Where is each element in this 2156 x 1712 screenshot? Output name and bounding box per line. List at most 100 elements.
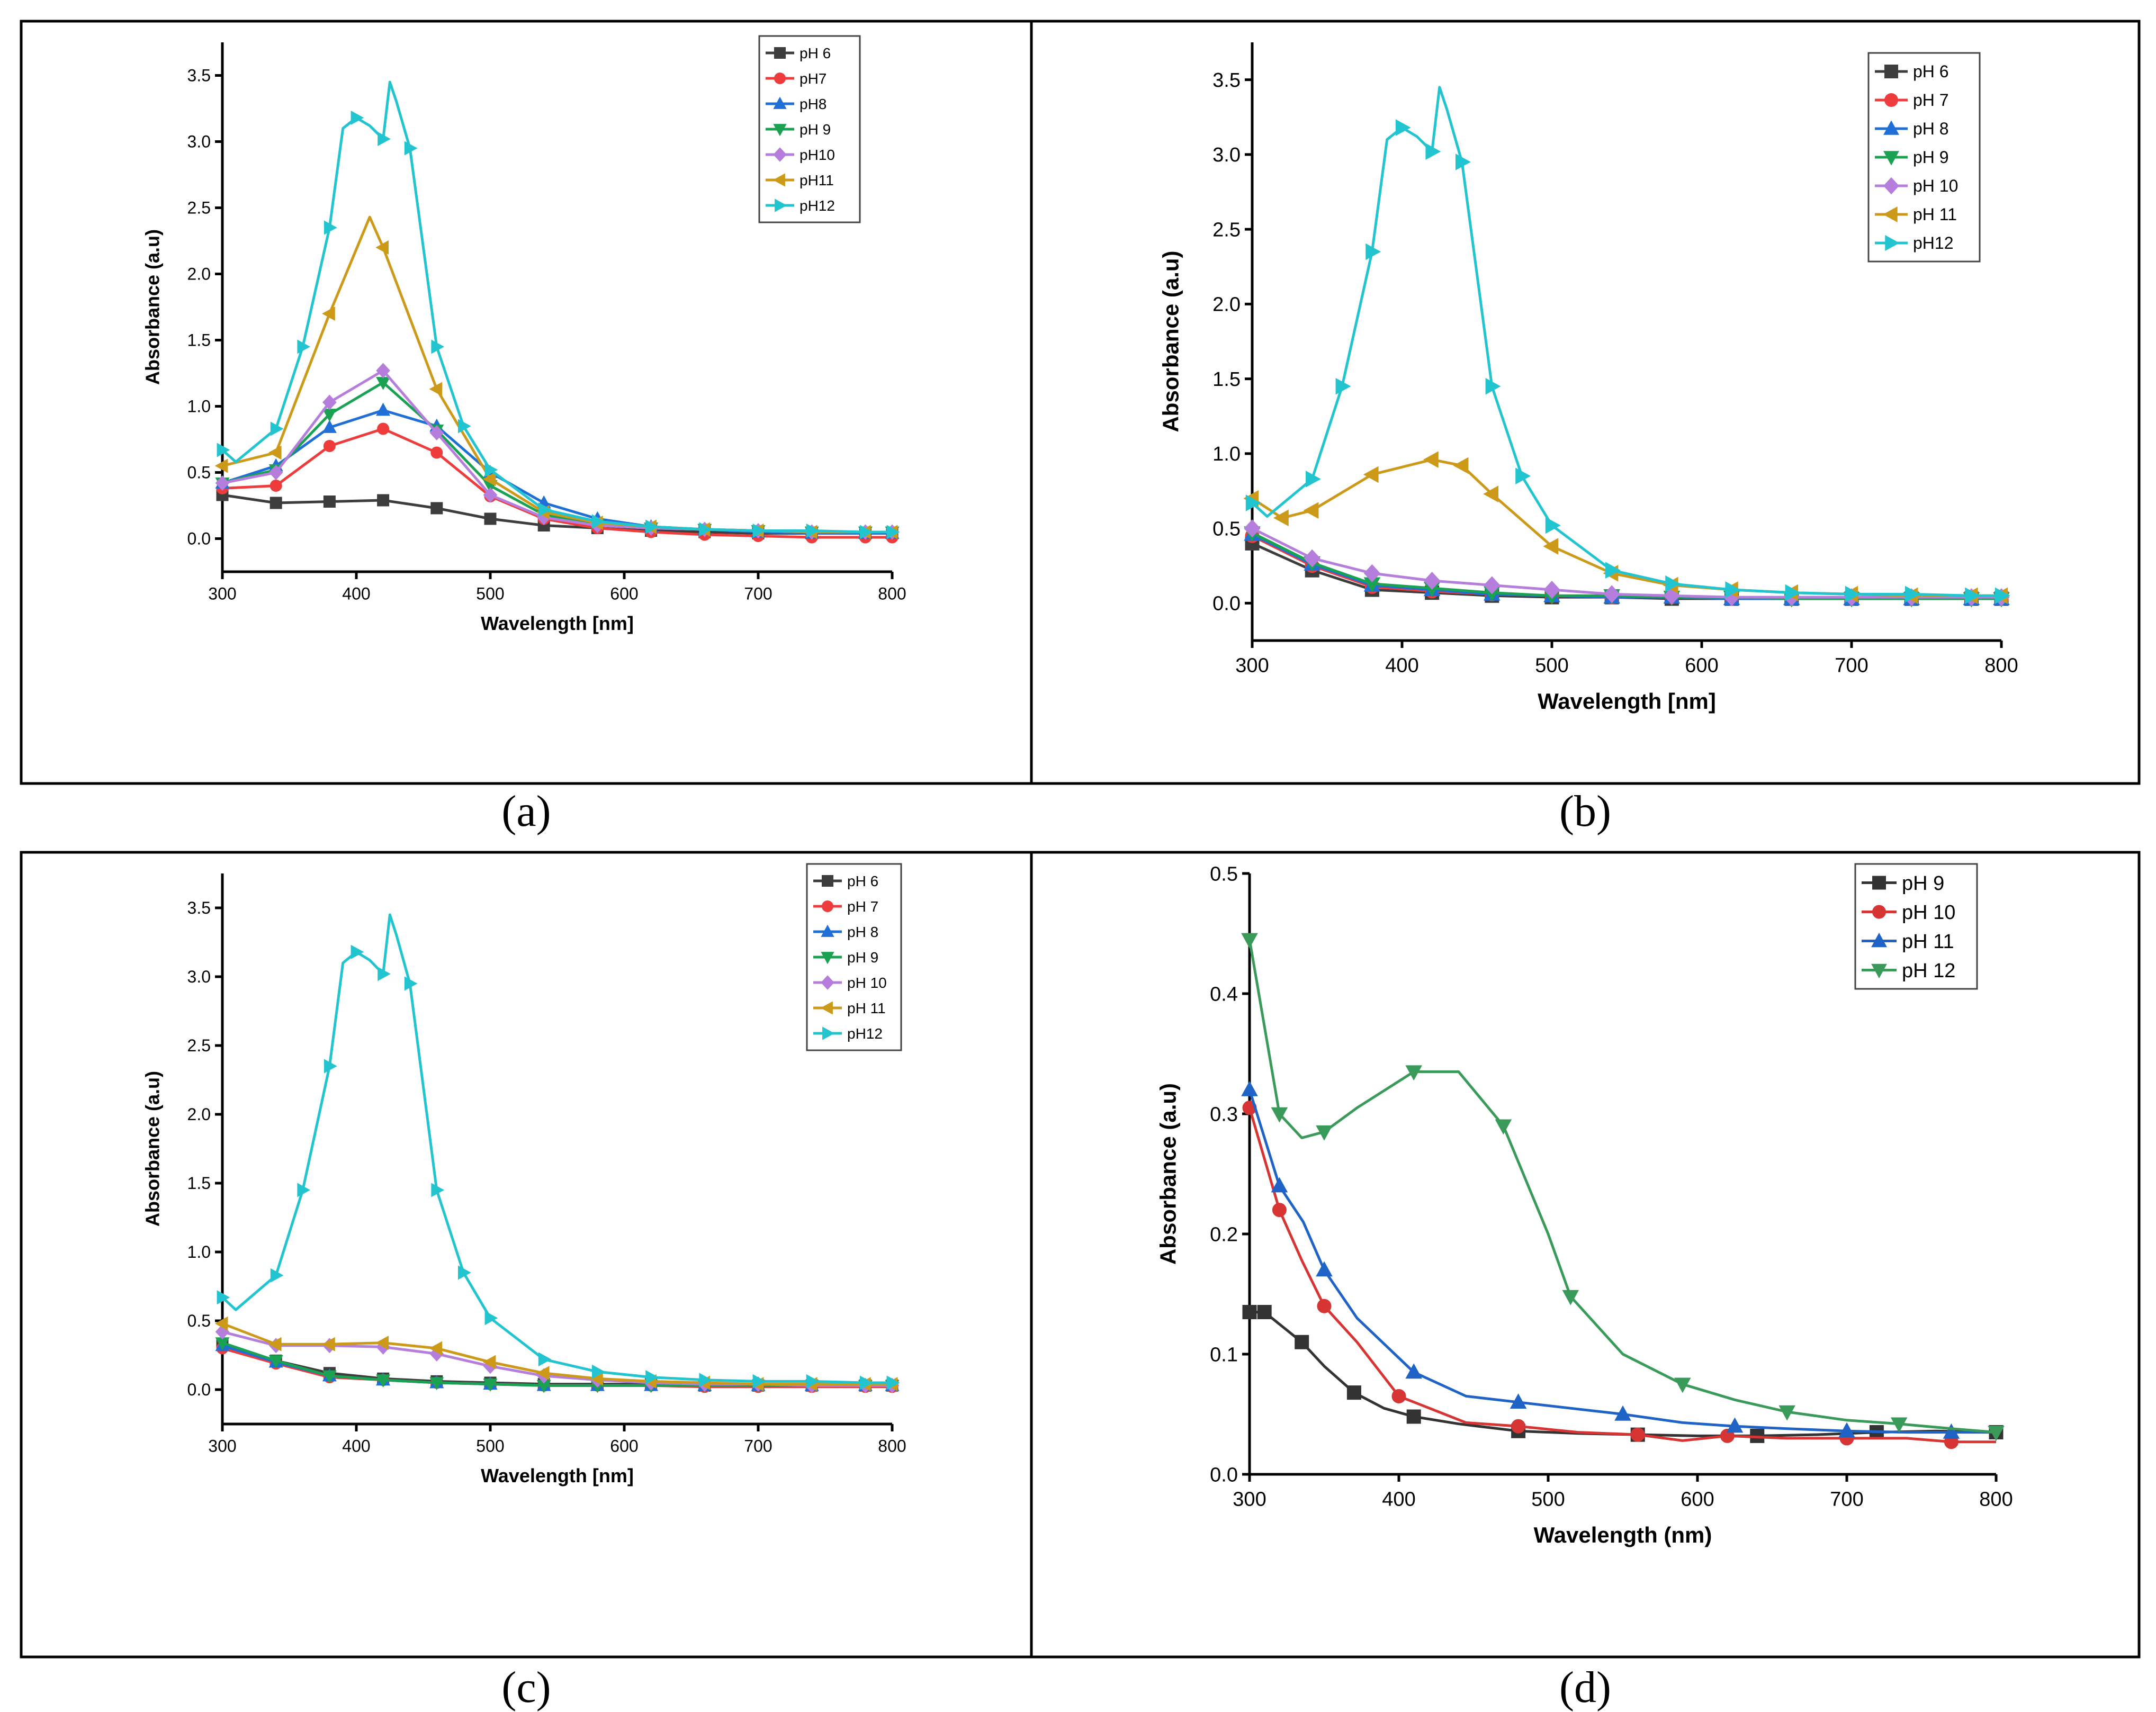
data-point-b-4 — [1244, 519, 1261, 538]
data-point-b-4 — [1304, 549, 1320, 567]
y-tick-label-c: 3.5 — [187, 898, 211, 917]
data-point-c-6 — [458, 1265, 471, 1280]
legend-label-a-3: pH 9 — [799, 121, 831, 138]
x-tick-label-b: 800 — [1984, 655, 2018, 677]
legend-label-c-5: pH 11 — [847, 1000, 886, 1016]
x-tick-label-c: 500 — [476, 1436, 504, 1455]
data-point-c-6 — [431, 1183, 445, 1197]
data-point-b-6 — [1965, 587, 1981, 605]
data-point-c-6 — [592, 1364, 605, 1379]
y-tick-label-c: 0.5 — [187, 1311, 211, 1330]
data-point-b-6 — [1785, 584, 1801, 601]
data-point-d-2 — [1316, 1261, 1333, 1277]
data-point-b-6 — [1515, 467, 1531, 485]
legend-label-d-1: pH 10 — [1902, 902, 1955, 924]
legend-marker-b-2 — [1883, 120, 1899, 135]
y-axis-title-c: Absorbance (a.u) — [141, 1071, 163, 1227]
data-point-c-5 — [482, 1355, 496, 1369]
data-point-b-6 — [1366, 243, 1381, 260]
data-point-b-6 — [1395, 119, 1411, 136]
x-tick-label-b: 700 — [1835, 655, 1868, 677]
data-point-a-6 — [270, 421, 284, 436]
legend-label-c-0: pH 6 — [847, 873, 878, 889]
legend-marker-b-4 — [1883, 177, 1899, 195]
legend-label-b-1: pH 7 — [1913, 91, 1949, 110]
y-tick-label-c: 3.0 — [187, 967, 211, 986]
caption-c: (c) — [501, 1663, 551, 1712]
data-point-a-1 — [377, 422, 390, 435]
data-point-c-6 — [324, 1059, 337, 1074]
data-point-b-4 — [1423, 572, 1441, 590]
legend-label-d-0: pH 9 — [1902, 872, 1944, 895]
series-line-d-2 — [1248, 1089, 1996, 1434]
data-point-a-4 — [376, 363, 390, 379]
data-point-b-6 — [1335, 377, 1351, 395]
data-point-a-0 — [323, 495, 336, 508]
legend-label-a-0: pH 6 — [799, 45, 831, 61]
data-point-d-3 — [1316, 1125, 1333, 1141]
data-point-b-6 — [1545, 517, 1561, 534]
data-point-a-6 — [699, 522, 713, 537]
data-point-a-5 — [322, 307, 335, 321]
x-axis-title-d: Wavelength (nm) — [1534, 1522, 1712, 1547]
legend-marker-b-3 — [1883, 151, 1899, 166]
data-point-c-5 — [268, 1337, 282, 1351]
legend-label-c-1: pH 7 — [847, 898, 878, 915]
x-tick-label-c: 600 — [610, 1436, 638, 1455]
x-tick-label-c: 700 — [744, 1436, 772, 1455]
data-point-b-6 — [1845, 585, 1861, 603]
data-point-a-6 — [538, 502, 552, 517]
y-tick-label-d: 0.1 — [1210, 1344, 1238, 1366]
legend-marker-d-1 — [1872, 905, 1886, 919]
series-line-c-6 — [221, 913, 892, 1384]
data-point-d-2 — [1271, 1177, 1288, 1193]
legend-label-c-4: pH 10 — [847, 975, 887, 991]
series-line-d-3 — [1248, 939, 1997, 1434]
legend-label-c-2: pH 8 — [847, 924, 878, 940]
data-point-d-1 — [1317, 1299, 1332, 1313]
panel-frame-a — [20, 20, 1033, 785]
x-tick-label-a: 500 — [476, 584, 504, 603]
data-point-d-3 — [1405, 1065, 1422, 1081]
data-point-a-1 — [323, 440, 336, 452]
legend-marker-c-6 — [822, 1026, 835, 1040]
data-point-b-5 — [1273, 509, 1289, 527]
data-point-b-6 — [1485, 377, 1501, 395]
x-tick-label-b: 500 — [1535, 655, 1568, 677]
y-tick-label-a: 0.0 — [187, 529, 211, 548]
data-point-d-3 — [1241, 933, 1258, 949]
legend-marker-a-4 — [773, 147, 787, 162]
data-point-a-2 — [322, 420, 337, 433]
x-tick-label-c: 400 — [342, 1436, 370, 1455]
data-point-a-6 — [458, 419, 471, 434]
data-point-d-2 — [1726, 1417, 1744, 1433]
x-axis-title-c: Wavelength [nm] — [481, 1465, 634, 1486]
y-tick-label-b: 3.5 — [1212, 69, 1241, 92]
data-point-c-6 — [538, 1352, 552, 1367]
data-point-c-5 — [214, 1316, 228, 1331]
y-tick-label-d: 0.2 — [1210, 1223, 1238, 1246]
y-tick-label-c: 0.0 — [187, 1380, 211, 1399]
data-point-b-5 — [1363, 466, 1379, 483]
series-line-d-1 — [1248, 1107, 1996, 1444]
data-point-c-5 — [375, 1336, 389, 1350]
chart-panel-b: 300 400 500 600 700 800 0.0 0.5 1.0 1.5 2.0 2.5 3.0 3… — [1158, 42, 2018, 714]
series-line-a-1 — [222, 427, 892, 539]
y-tick-label-a: 2.5 — [187, 199, 211, 218]
series-line-a-5 — [222, 215, 892, 534]
x-tick-label-b: 400 — [1385, 655, 1418, 677]
series-line-c-4 — [222, 1330, 892, 1387]
legend-marker-a-1 — [774, 73, 786, 84]
data-point-c-6 — [645, 1370, 659, 1385]
legend-label-c-3: pH 9 — [847, 949, 878, 966]
legend-marker-a-6 — [775, 199, 787, 212]
legend-marker-b-0 — [1884, 65, 1898, 78]
data-point-b-6 — [1905, 585, 1920, 603]
legend-marker-c-5 — [820, 1001, 833, 1015]
y-tick-label-a: 3.0 — [187, 132, 211, 151]
data-point-a-6 — [324, 220, 337, 235]
data-point-b-6 — [1995, 587, 2010, 605]
data-point-a-6 — [886, 525, 900, 539]
x-tick-label-a: 400 — [342, 584, 370, 603]
